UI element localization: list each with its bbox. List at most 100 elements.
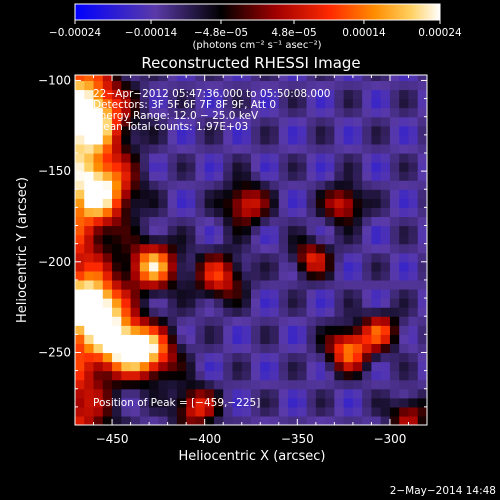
heatmap-cell (121, 225, 132, 236)
heatmap-cell (84, 134, 95, 145)
heatmap-cell (223, 89, 234, 100)
heatmap-cell (288, 162, 298, 172)
heatmap-cell (176, 189, 187, 199)
heatmap-cell (204, 379, 215, 390)
heatmap-cell (167, 325, 178, 335)
heatmap-cell (269, 89, 280, 100)
heatmap-cell (158, 125, 169, 136)
heatmap-cell (84, 162, 95, 172)
heatmap-cell (297, 270, 308, 281)
heatmap-cell (241, 125, 252, 136)
heatmap-cell (102, 198, 113, 208)
heatmap-cell (232, 75, 243, 82)
heatmap-cell (278, 270, 289, 281)
heatmap-cell (325, 80, 335, 91)
heatmap-cell (186, 415, 197, 425)
heatmap-cell (186, 143, 197, 154)
heatmap-cell (112, 116, 122, 127)
heatmap-cell (371, 198, 382, 208)
heatmap-cell (223, 234, 234, 245)
heatmap-cell (186, 352, 197, 363)
heatmap-cell (75, 75, 85, 82)
heatmap-cell (251, 198, 261, 208)
heatmap-cell (195, 298, 206, 308)
heatmap-cell (399, 261, 410, 272)
heatmap-cell (75, 343, 85, 354)
heatmap-cell (269, 207, 280, 218)
heatmap-cell (389, 288, 400, 299)
heatmap-cell (158, 75, 169, 82)
heatmap-cell (278, 361, 289, 372)
heatmap-cell (84, 189, 95, 199)
colorbar-tick-label: −0.00014 (125, 27, 178, 39)
heatmap-cell (408, 325, 419, 335)
heatmap-cell (130, 162, 141, 172)
heatmap-cell (130, 98, 141, 109)
heatmap-cell (158, 234, 169, 245)
heatmap-cell (371, 225, 382, 236)
heatmap-cell (93, 388, 104, 399)
heatmap-cell (389, 152, 400, 163)
heatmap-cell (343, 75, 354, 82)
heatmap-cell (408, 252, 419, 263)
heatmap-cell (343, 171, 354, 181)
heatmap-cell (371, 243, 382, 254)
heatmap-cell (195, 406, 206, 417)
heatmap-cell (176, 361, 187, 372)
heatmap-cell (325, 334, 335, 344)
heatmap-cell (325, 261, 335, 272)
x-axis-title: Heliocentric X (arcsec) (179, 449, 326, 464)
heatmap-cell (186, 316, 197, 326)
heatmap-cell (167, 143, 178, 154)
heatmap-cell (241, 352, 252, 363)
heatmap-cell (315, 116, 326, 127)
heatmap-cell (232, 162, 243, 172)
heatmap-cell (93, 180, 104, 190)
heatmap-cell (186, 198, 197, 208)
heatmap-cell (232, 180, 243, 190)
heatmap-cell (241, 288, 252, 299)
heatmap-cell (389, 234, 400, 245)
heatmap-cell (343, 125, 354, 136)
heatmap-cell (121, 343, 132, 354)
heatmap-cell (223, 198, 234, 208)
heatmap-cell (315, 89, 326, 100)
heatmap-cell (204, 225, 215, 236)
heatmap-cell (288, 279, 298, 290)
heatmap-cell (112, 388, 122, 399)
heatmap-cell (223, 189, 234, 199)
heatmap-cell (158, 198, 169, 208)
heatmap-cell (139, 316, 150, 326)
heatmap-cell (399, 298, 410, 308)
heatmap-cell (139, 89, 150, 100)
heatmap-cell (278, 89, 289, 100)
heatmap-cell (417, 406, 427, 417)
heatmap-cell (362, 379, 373, 390)
heatmap-cell (130, 270, 141, 281)
heatmap-cell (269, 279, 280, 290)
heatmap-cell (93, 361, 104, 372)
heatmap-cell (130, 243, 141, 254)
heatmap-cell (315, 361, 326, 372)
heatmap-cell (306, 207, 317, 218)
heatmap-cell (149, 370, 159, 381)
heatmap-cell (121, 261, 132, 272)
heatmap-cell (213, 107, 224, 118)
heatmap-cell (334, 334, 345, 344)
heatmap-cell (288, 379, 298, 390)
heatmap-cell (343, 379, 354, 390)
heatmap-cell (149, 234, 159, 245)
heatmap-cell (251, 89, 261, 100)
heatmap-cell (315, 171, 326, 181)
heatmap-cell (176, 116, 187, 127)
heatmap-cell (186, 243, 197, 254)
heatmap-cell (260, 352, 271, 363)
heatmap-cell (315, 162, 326, 172)
heatmap-cell (260, 370, 271, 381)
heatmap-cell (102, 234, 113, 245)
heatmap-cell (278, 80, 289, 91)
heatmap-cell (260, 125, 271, 136)
heatmap-cell (417, 261, 427, 272)
heatmap-cell (306, 80, 317, 91)
heatmap-cell (343, 334, 354, 344)
